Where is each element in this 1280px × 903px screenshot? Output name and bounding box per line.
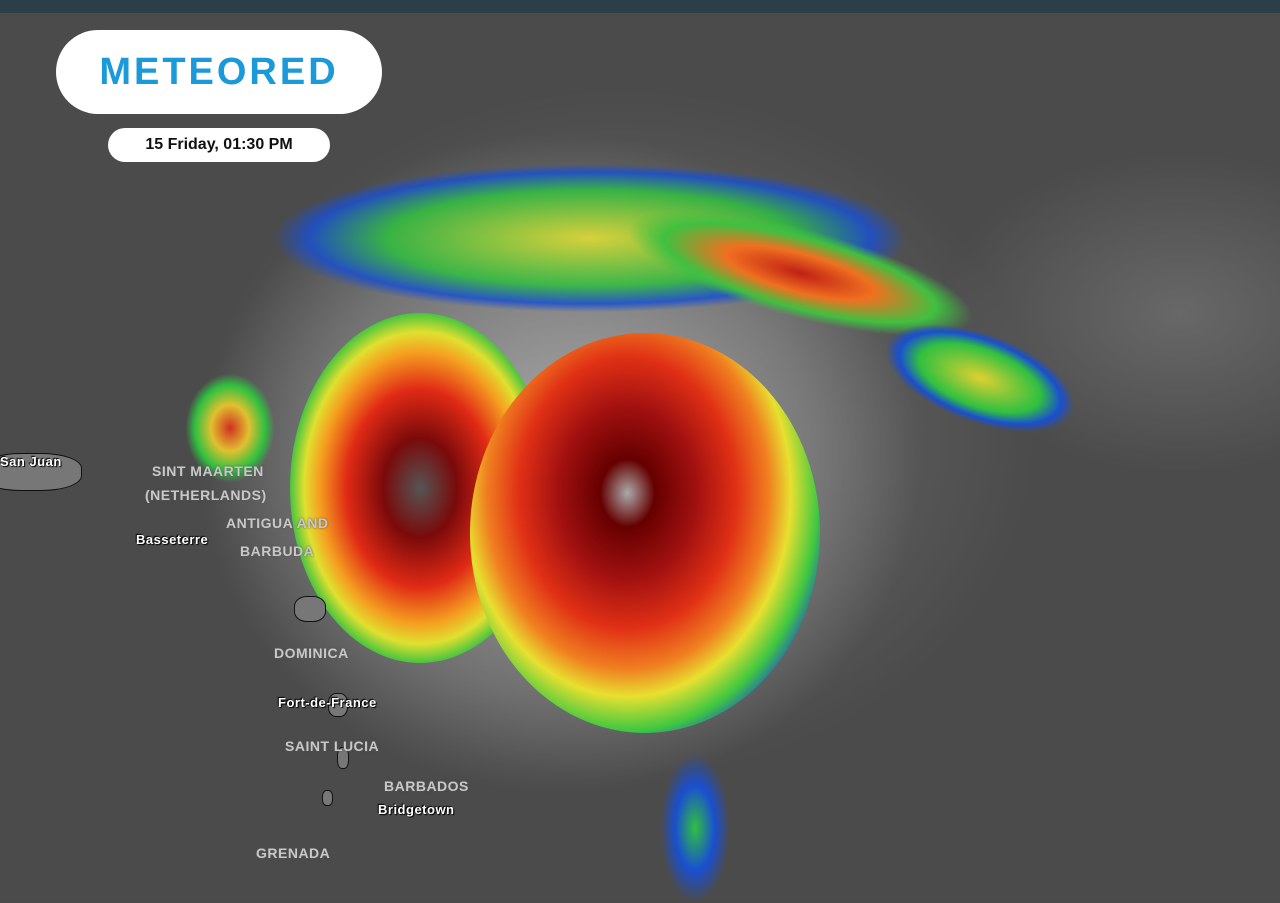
label-netherlands: (NETHERLANDS)	[145, 487, 267, 503]
island-martinique	[328, 693, 348, 717]
city-san-juan: San Juan	[0, 454, 62, 469]
island-puerto-rico	[0, 453, 82, 491]
label-sint-maarten: SINT MAARTEN	[152, 463, 264, 479]
meteored-logo: METEORED	[56, 30, 382, 114]
island-saint-lucia	[337, 747, 349, 769]
timestamp-badge: 15 Friday, 01:30 PM	[108, 128, 330, 162]
label-saint-lucia: SAINT LUCIA	[285, 738, 380, 754]
city-fort-de-france: Fort-de-France	[278, 695, 377, 710]
label-antigua: ANTIGUA AND	[226, 515, 329, 531]
label-dominica: DOMINICA	[274, 645, 349, 661]
label-barbados: BARBADOS	[384, 778, 469, 794]
storm-core	[470, 333, 820, 733]
city-bridgetown: Bridgetown	[378, 802, 455, 817]
west-fragment	[185, 373, 275, 483]
label-grenada: GRENADA	[256, 845, 331, 861]
timestamp-text: 15 Friday, 01:30 PM	[145, 136, 293, 153]
label-barbuda: BARBUDA	[240, 543, 315, 559]
island-saint-vincent	[322, 790, 333, 806]
city-basseterre: Basseterre	[136, 532, 209, 547]
logo-text: METEORED	[99, 50, 339, 93]
island-guadeloupe	[294, 596, 326, 622]
top-bar	[0, 0, 1280, 13]
satellite-image	[0, 13, 1280, 903]
south-band	[660, 753, 730, 903]
